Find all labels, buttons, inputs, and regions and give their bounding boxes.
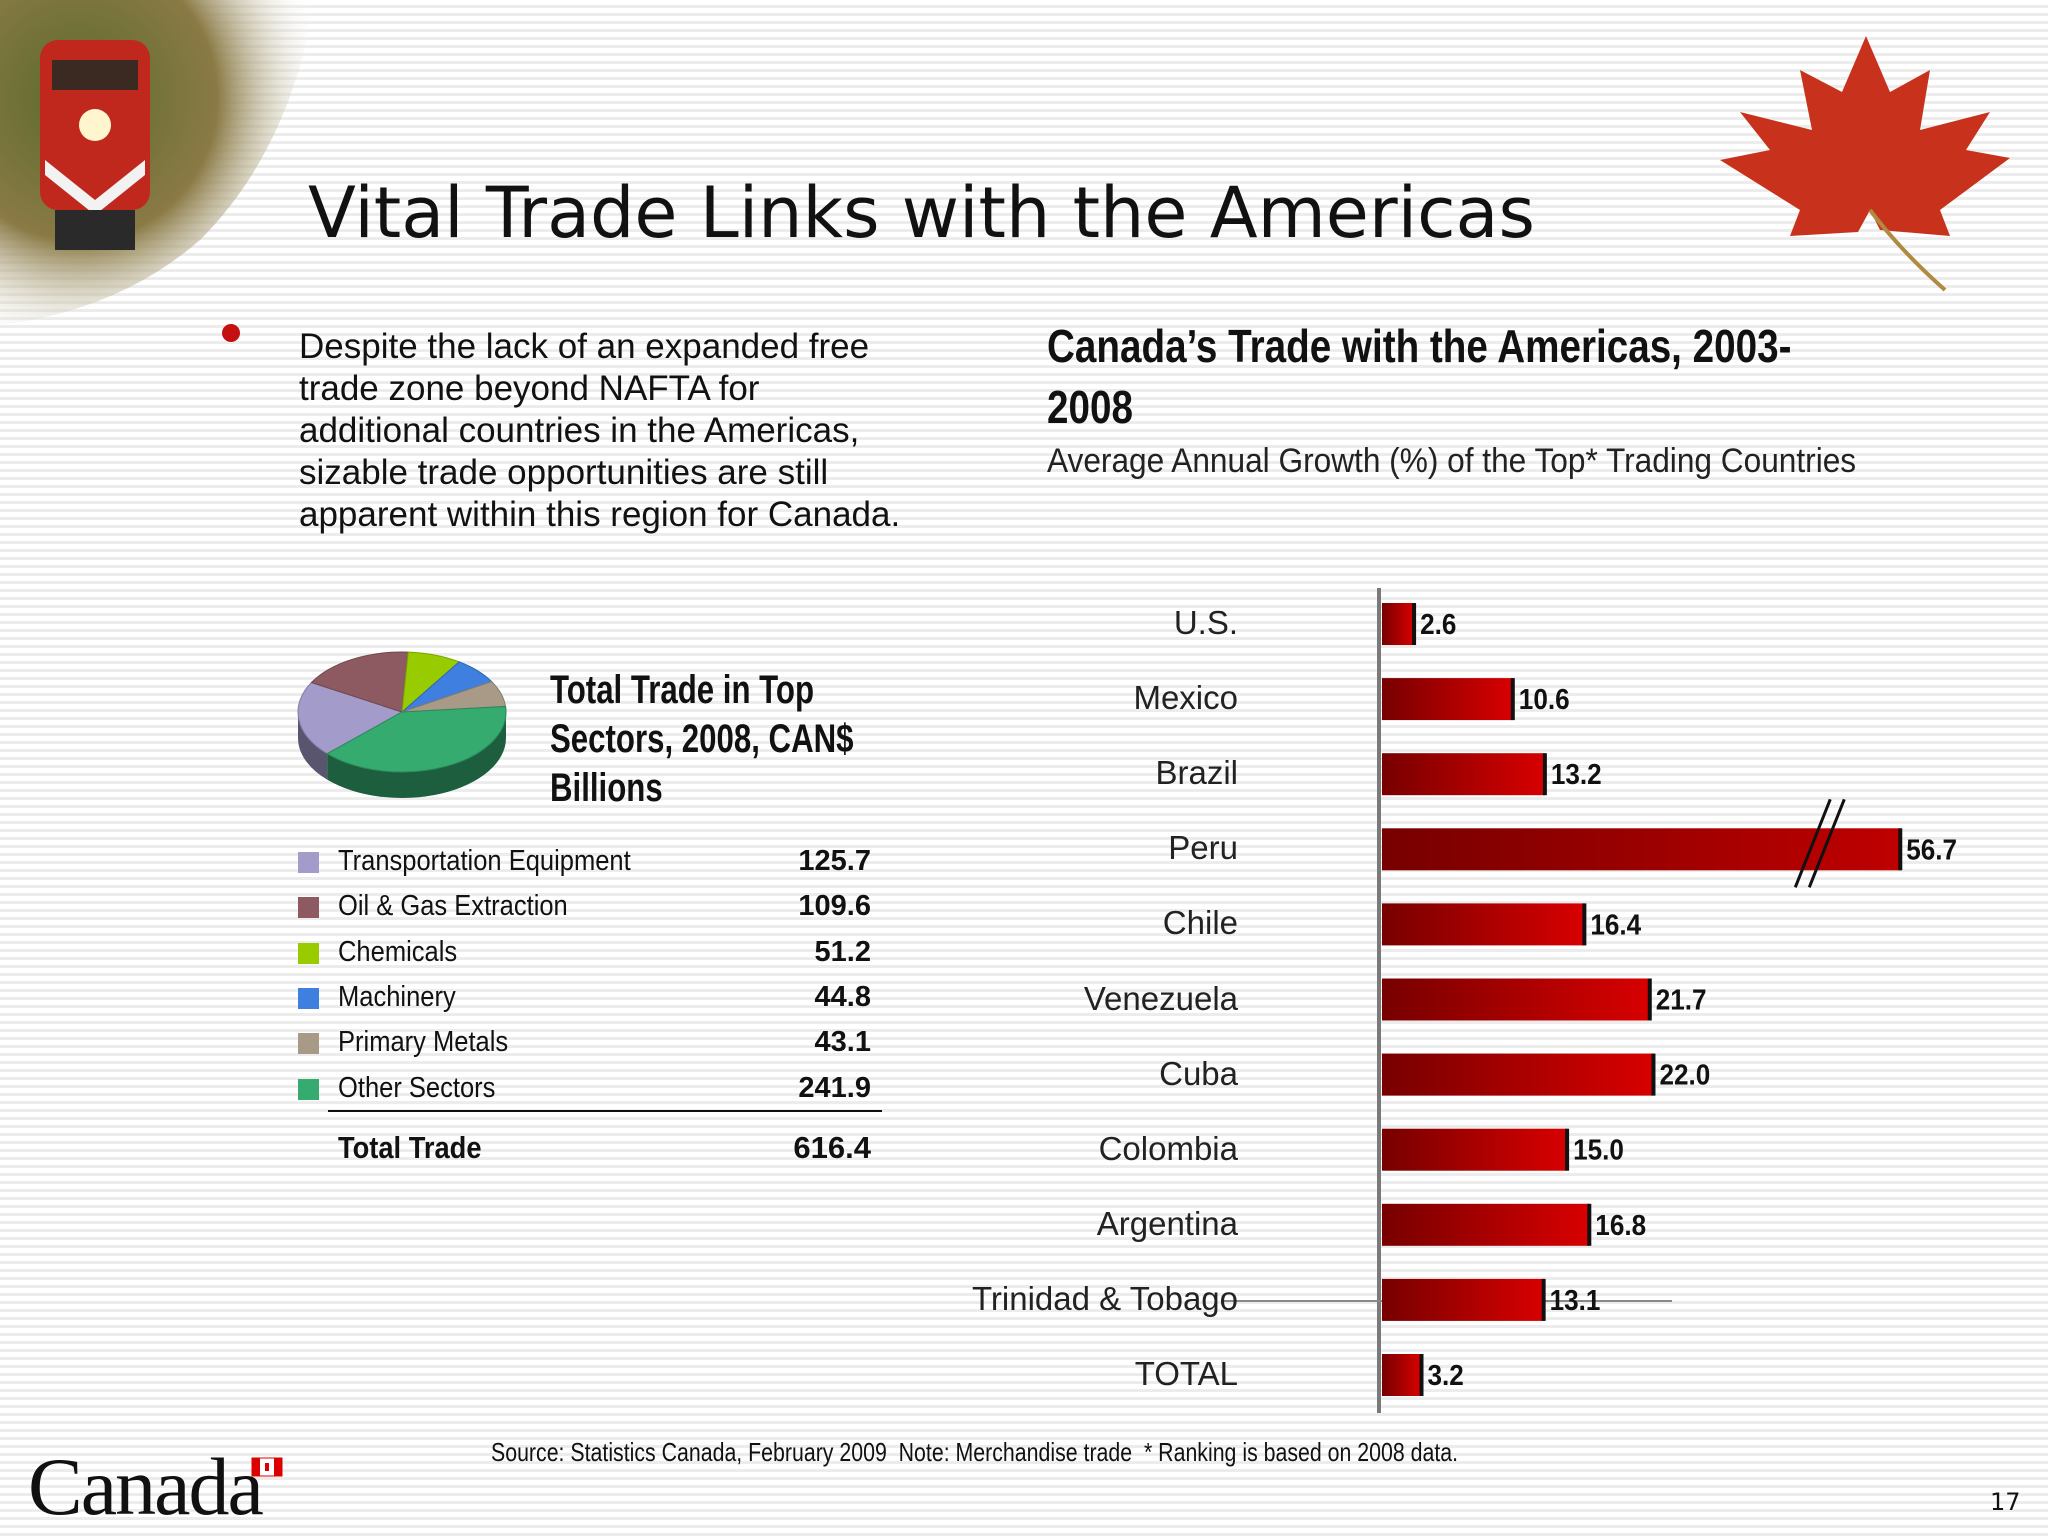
pie-slice (310, 651, 409, 713)
value-label: 22.0 (1659, 1058, 1710, 1091)
axis-break-mark (1793, 798, 1832, 888)
bar (1382, 903, 1585, 946)
bar (1382, 828, 1901, 871)
legend-label: Chemicals (338, 935, 458, 968)
bar (1382, 603, 1415, 645)
category-label: Argentina (1096, 1204, 1238, 1242)
value-label: 16.8 (1595, 1209, 1646, 1242)
category-label: Colombia (1098, 1129, 1238, 1167)
bar (1382, 753, 1545, 796)
category-label: Brazil (1155, 754, 1238, 792)
bar-chart-subtitle: Average Annual Growth (%) of the Top* Tr… (1047, 442, 1857, 480)
page-number: 17 (1990, 1488, 2021, 1516)
category-label: TOTAL (1134, 1355, 1238, 1392)
legend-value: 51.2 (814, 935, 871, 968)
pie-slice (297, 681, 404, 755)
value-label: 3.2 (1427, 1359, 1463, 1392)
train-photo (0, 0, 315, 325)
axis-break-mark (1807, 798, 1846, 888)
pie-slice (326, 705, 507, 773)
bar (1382, 1128, 1568, 1171)
value-label: 56.7 (1906, 833, 1957, 866)
bar (1382, 1053, 1654, 1096)
bar (1382, 1354, 1422, 1396)
canada-flag (251, 1457, 283, 1477)
legend-label: Other Sectors (338, 1071, 496, 1104)
legend-label: Oil & Gas Extraction (338, 890, 568, 923)
total-value: 616.4 (793, 1130, 871, 1165)
pie-slice-side (327, 712, 506, 798)
slide-title: Vital Trade Links with the Americas (308, 172, 1535, 254)
category-label: Mexico (1133, 679, 1238, 717)
bar-chart-title: Canada’s Trade with the Americas, 2003-2… (1047, 320, 1792, 433)
legend-value: 43.1 (814, 1026, 871, 1059)
bar (1382, 1203, 1590, 1246)
legend-label: Transportation Equipment (338, 845, 631, 877)
maple-leaf (1720, 36, 2010, 292)
legend-swatch (298, 852, 319, 873)
bar (1382, 978, 1650, 1021)
category-label: Chile (1162, 904, 1238, 942)
value-label: 13.2 (1551, 758, 1602, 791)
category-label: Peru (1168, 829, 1238, 867)
legend-swatch (298, 1033, 319, 1055)
value-label: 2.6 (1420, 608, 1456, 641)
bar (1382, 1278, 1544, 1321)
legend-value: 125.7 (798, 845, 871, 877)
pie-chart-title: Total Trade in Top Sectors, 2008, CAN$ B… (550, 668, 854, 810)
legend-swatch (298, 1078, 319, 1100)
legend-label: Primary Metals (338, 1026, 509, 1059)
value-label: 15.0 (1573, 1133, 1624, 1166)
bullet-text: Despite the lack of an expanded free tra… (299, 327, 901, 534)
legend-label: Machinery (338, 980, 456, 1013)
source-note: Source: Statistics Canada, February 2009… (491, 1437, 1459, 1467)
value-label: 16.4 (1590, 908, 1641, 941)
pie-slice-side (298, 712, 328, 780)
value-label: 10.6 (1519, 683, 1570, 716)
bar (1382, 678, 1513, 721)
bullet-dot (222, 324, 240, 342)
legend-swatch (298, 942, 319, 964)
legend-value: 44.8 (814, 980, 871, 1013)
legend-value: 241.9 (798, 1071, 871, 1104)
legend-swatch (298, 897, 319, 919)
value-label: 13.1 (1550, 1284, 1601, 1317)
category-label: Cuba (1159, 1054, 1238, 1092)
category-label: Trinidad & Tobago (971, 1279, 1238, 1317)
value-label: 21.7 (1656, 983, 1707, 1016)
total-label: Total Trade (338, 1130, 482, 1165)
legend-value: 109.6 (798, 890, 871, 923)
category-label: Venezuela (1083, 979, 1238, 1017)
canada-wordmark: Canada (28, 1441, 264, 1532)
category-label: U.S. (1173, 604, 1238, 641)
legend-swatch (298, 987, 319, 1009)
